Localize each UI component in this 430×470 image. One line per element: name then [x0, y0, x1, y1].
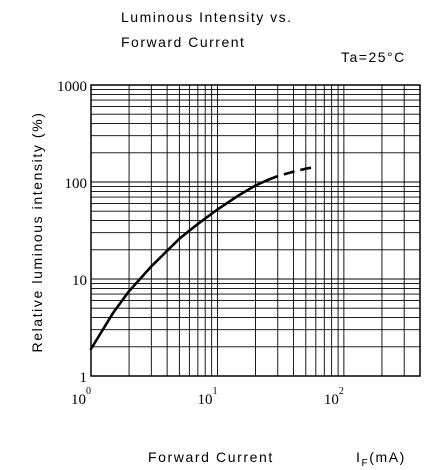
chart-title-line-2: Forward Current	[121, 34, 245, 50]
x-tick-base: 10	[71, 392, 86, 408]
series-line-solid	[89, 178, 270, 351]
y-tick-label: 100	[65, 176, 88, 192]
x-axis-unit-symbol: I	[356, 449, 362, 465]
data-series	[89, 165, 317, 351]
x-axis-unit: IF(mA)	[356, 449, 406, 469]
x-tick-label: 102	[324, 386, 344, 408]
plot-grid	[91, 85, 420, 376]
plot-frame	[90, 84, 421, 377]
x-tick-base: 10	[197, 392, 212, 408]
y-tick-label: 1000	[57, 79, 87, 95]
y-tick-label: 1	[80, 370, 88, 386]
y-axis-label: Relative luminous intensity (%)	[29, 111, 45, 352]
y-axis-ticks: 1 10 100 1000	[57, 79, 87, 386]
temperature-condition: Ta=25°C	[341, 49, 406, 65]
x-tick-label: 101	[197, 386, 217, 408]
chart-title-line-1: Luminous Intensity vs.	[121, 9, 293, 25]
x-tick-label: 100	[71, 386, 91, 408]
x-tick-exponent: 2	[339, 386, 344, 397]
x-axis-label: Forward Current	[148, 449, 274, 465]
x-axis-unit-text: (mA)	[369, 449, 406, 465]
x-tick-base: 10	[324, 392, 339, 408]
series-line-dashed	[267, 165, 317, 182]
x-tick-exponent: 0	[86, 386, 91, 397]
x-axis-unit-subscript: F	[362, 458, 370, 469]
y-tick-label: 10	[72, 273, 87, 289]
x-tick-exponent: 1	[212, 386, 217, 397]
